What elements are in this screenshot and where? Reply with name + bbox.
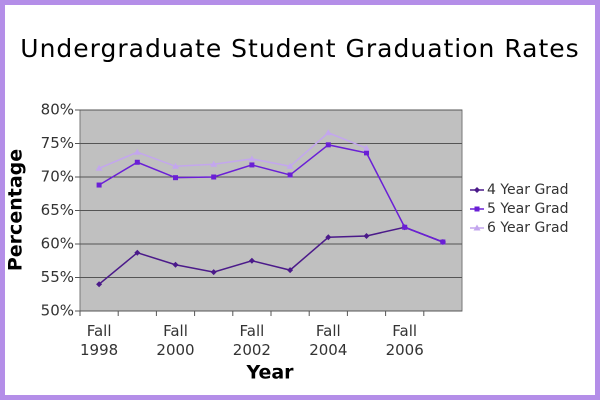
y-tick-label: 80% <box>41 101 74 119</box>
point <box>134 249 141 256</box>
x-tick-label-line: 2004 <box>309 341 347 359</box>
point <box>248 257 255 264</box>
x-tick-label-line: 1998 <box>80 341 118 359</box>
point <box>324 129 332 136</box>
x-tick-label: Fall 2004 <box>309 322 347 359</box>
point <box>210 160 218 167</box>
y-tick-label: 70% <box>41 168 74 186</box>
y-axis-title: Percentage <box>5 149 27 271</box>
point <box>286 162 294 169</box>
x-tick-label: Fall 2002 <box>233 322 271 359</box>
point <box>172 261 179 268</box>
point <box>211 174 217 180</box>
x-tick-label-line: Fall <box>316 322 341 340</box>
point <box>325 234 332 241</box>
point <box>287 172 293 178</box>
point <box>325 142 331 148</box>
y-tick-label: 75% <box>41 134 74 152</box>
point <box>134 159 140 165</box>
x-tick-label-line: Fall <box>392 322 417 340</box>
x-tick-label-line: Fall <box>163 322 188 340</box>
x-tick-label: Fall 2006 <box>386 322 424 359</box>
x-tick-label: Fall 2000 <box>156 322 194 359</box>
x-tick-label-line: Fall <box>87 322 112 340</box>
x-tick-label: Fall 1998 <box>80 322 118 359</box>
point <box>96 182 102 188</box>
series-line <box>98 144 444 243</box>
x-tick-label-line: 2006 <box>386 341 424 359</box>
point <box>95 164 103 171</box>
point <box>173 175 178 181</box>
point <box>248 155 256 162</box>
point <box>249 162 255 168</box>
x-tick-label-line: Fall <box>240 322 265 340</box>
legend-label: 6 Year Grad <box>487 220 569 236</box>
y-tick-label: 55% <box>41 268 74 286</box>
point <box>440 239 446 245</box>
point <box>133 148 141 155</box>
series-line <box>98 131 367 169</box>
point <box>473 224 481 231</box>
point <box>287 267 294 274</box>
point <box>402 224 408 230</box>
x-tick-label-line: 2000 <box>156 341 194 359</box>
point <box>363 144 370 151</box>
point <box>364 150 369 156</box>
point <box>363 232 370 239</box>
y-tick-label: 60% <box>41 235 74 253</box>
point <box>172 162 179 169</box>
legend-label: 5 Year Grad <box>487 201 569 217</box>
series-line <box>98 226 444 285</box>
point <box>474 187 480 193</box>
legend-label: 4 Year Grad <box>487 182 569 198</box>
y-tick-label: 65% <box>41 201 74 219</box>
point <box>96 281 103 288</box>
x-axis-title: Year <box>245 362 294 384</box>
point <box>210 269 217 276</box>
y-tick-label: 50% <box>41 302 74 320</box>
point <box>474 206 480 212</box>
chart-title: Undergraduate Student Graduation Rates <box>20 34 579 63</box>
x-tick-label-line: 2002 <box>233 341 271 359</box>
